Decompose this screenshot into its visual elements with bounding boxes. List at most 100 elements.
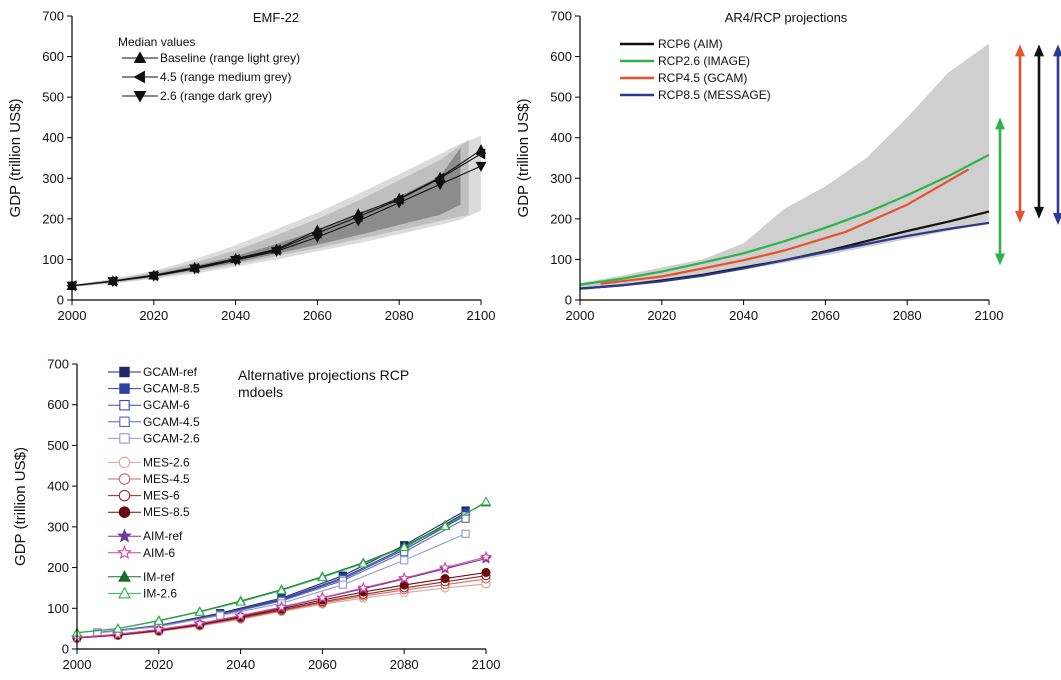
x-tick-label: 2020: [647, 308, 676, 323]
series-rcp4-5-gcam: [600, 168, 970, 285]
data-point: [152, 623, 165, 635]
y-tick-label: 300: [47, 519, 69, 534]
data-point: [440, 574, 450, 584]
data-point: [479, 550, 493, 563]
legend-label: GCAM-ref: [143, 365, 198, 379]
legend-marker: [118, 586, 131, 599]
series-rcp8-5-message: [579, 221, 990, 290]
data-point: [194, 606, 205, 616]
data-point: [111, 627, 124, 640]
range-band: [580, 43, 989, 289]
panel-emf22: 2000 2020 2040 2060 2080 2100 0 100 200 300 400 500…: [7, 9, 495, 324]
data-point: [311, 232, 323, 243]
legend: Median values Baseline (range light grey)…: [118, 35, 300, 103]
y-tick-label: 100: [47, 601, 69, 616]
legend-label: MES-2.6: [143, 455, 190, 469]
y-tick-label: 500: [550, 90, 572, 105]
data-point: [148, 271, 160, 282]
panel-ar4-rcp: 2000 2020 2040 2060 2080 2100 0 100 200 300 400 500…: [515, 9, 1061, 323]
y-tick-label: 300: [42, 171, 64, 186]
range-arrows: [995, 44, 1061, 266]
x-tick-label: 2060: [308, 657, 337, 672]
data-point: [400, 556, 409, 565]
chart-annotation: Alternative projections RCP: [238, 367, 409, 383]
x-tick-label: 2040: [221, 308, 250, 323]
data-point: [153, 615, 164, 625]
legend-marker: [119, 416, 130, 428]
y-tick-label: 100: [550, 252, 572, 267]
data-point: [235, 596, 246, 606]
y-tick-label: 0: [57, 293, 64, 308]
data-point: [317, 572, 328, 582]
legend-marker: [118, 570, 131, 582]
legend-label: RCP6 (AIM): [658, 37, 723, 51]
arrow-head-up: [1034, 44, 1044, 57]
x-tick-label: 2020: [139, 308, 168, 323]
legend-marker: [133, 91, 147, 103]
data-point: [461, 529, 470, 538]
x-tick-label: 2000: [566, 308, 595, 323]
chart-title: EMF-22: [253, 10, 299, 25]
arrow-head-up: [1053, 44, 1061, 57]
y-tick-label: 600: [550, 49, 572, 64]
y-tick-label: 500: [42, 90, 64, 105]
y-axis-label: GDP (trillion US$): [12, 447, 29, 566]
x-tick-label: 2060: [303, 308, 332, 323]
range-arrow: [995, 117, 1005, 266]
y-tick-label: 700: [550, 9, 572, 24]
y-tick-label: 400: [47, 479, 69, 494]
legend-label: GCAM-2.6: [143, 431, 200, 445]
legend-label: RCP8.5 (MESSAGE): [658, 88, 771, 102]
data-point: [439, 561, 452, 573]
y-tick-label: 200: [550, 211, 572, 226]
x-tick-label: 2080: [893, 308, 922, 323]
chart-annotation: mdoels: [238, 384, 283, 400]
data-point: [230, 256, 242, 266]
range-band: [72, 147, 461, 287]
x-tick-label: 2040: [729, 308, 758, 323]
x-tick-label: 2100: [472, 657, 501, 672]
data-point: [276, 585, 287, 595]
arrow-head-down: [1015, 210, 1025, 223]
legend-label: RCP4.5 (GCAM): [658, 71, 747, 85]
data-point: [434, 180, 446, 191]
y-tick-label: 700: [42, 9, 64, 24]
arrow-head-down: [1053, 212, 1061, 225]
legend-title: Median values: [118, 35, 195, 49]
legend-marker: [117, 528, 132, 543]
x-tick-label: 2060: [811, 308, 840, 323]
y-tick-label: 400: [42, 130, 64, 145]
legend-label: GCAM-4.5: [143, 415, 200, 429]
data-point: [358, 558, 369, 568]
data-point: [475, 161, 487, 172]
range-arrow: [1015, 44, 1025, 223]
x-tick-label: 2040: [226, 657, 255, 672]
data-point: [270, 247, 283, 258]
data-point: [475, 148, 486, 160]
data-point: [439, 520, 451, 530]
y-tick-label: 100: [42, 252, 64, 267]
panel-alternative-projections: 2000 2020 2040 2060 2080 2100 0 100 200 300 400 500…: [12, 357, 500, 673]
x-tick-label: 2100: [467, 308, 496, 323]
x-tick-label: 2000: [63, 657, 92, 672]
y-axis-label: GDP (trillion US$): [515, 99, 532, 218]
legend-label: Baseline (range light grey): [160, 51, 300, 65]
legend-label: AIM-6: [143, 546, 175, 560]
legend-marker: [133, 51, 147, 63]
legend: GCAM-ref GCAM-8.5 GCAM-6 GCAM-4.5 GCAM-2.6 ME…: [108, 365, 200, 600]
x-tick-label: 2080: [390, 657, 419, 672]
legend-label: MES-4.5: [143, 472, 190, 486]
legend-label: 4.5 (range medium grey): [160, 70, 291, 84]
data-point: [393, 198, 405, 209]
legend-marker: [118, 489, 131, 502]
legend-label: RCP2.6 (IMAGE): [658, 54, 750, 68]
y-tick-label: 700: [47, 357, 69, 372]
legend-marker: [119, 383, 130, 394]
legend-label: IM-2.6: [143, 586, 177, 600]
legend-marker: [119, 433, 130, 444]
arrow-head-up: [995, 117, 1005, 130]
x-tick-label: 2100: [975, 308, 1004, 323]
y-tick-label: 600: [47, 397, 69, 412]
x-tick-label: 2000: [58, 308, 87, 323]
legend-marker: [118, 473, 131, 485]
